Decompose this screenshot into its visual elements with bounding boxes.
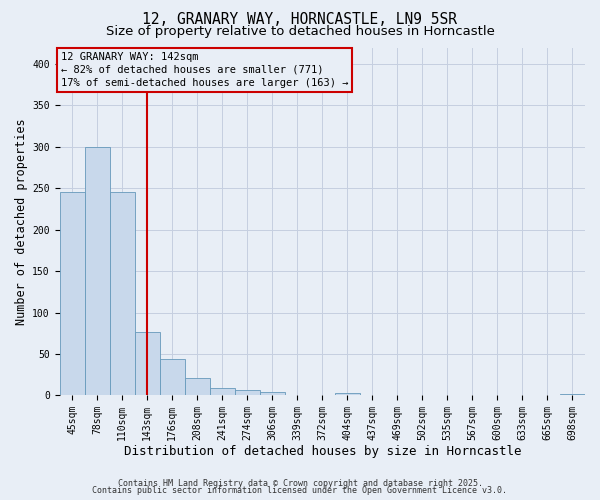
Bar: [160, 359, 185, 396]
Bar: [85, 147, 110, 396]
Text: Contains HM Land Registry data © Crown copyright and database right 2025.: Contains HM Land Registry data © Crown c…: [118, 478, 482, 488]
Bar: [560, 394, 585, 396]
Bar: [209, 388, 235, 396]
Bar: [110, 192, 134, 396]
Bar: [134, 332, 160, 396]
Text: 12 GRANARY WAY: 142sqm
← 82% of detached houses are smaller (771)
17% of semi-de: 12 GRANARY WAY: 142sqm ← 82% of detached…: [61, 52, 348, 88]
Bar: [185, 378, 209, 396]
Text: Contains public sector information licensed under the Open Government Licence v3: Contains public sector information licen…: [92, 486, 508, 495]
Text: Size of property relative to detached houses in Horncastle: Size of property relative to detached ho…: [106, 25, 494, 38]
Bar: [335, 393, 360, 396]
X-axis label: Distribution of detached houses by size in Horncastle: Distribution of detached houses by size …: [124, 444, 521, 458]
Bar: [59, 192, 85, 396]
Y-axis label: Number of detached properties: Number of detached properties: [15, 118, 28, 324]
Bar: [260, 392, 285, 396]
Bar: [235, 390, 260, 396]
Text: 12, GRANARY WAY, HORNCASTLE, LN9 5SR: 12, GRANARY WAY, HORNCASTLE, LN9 5SR: [143, 12, 458, 28]
